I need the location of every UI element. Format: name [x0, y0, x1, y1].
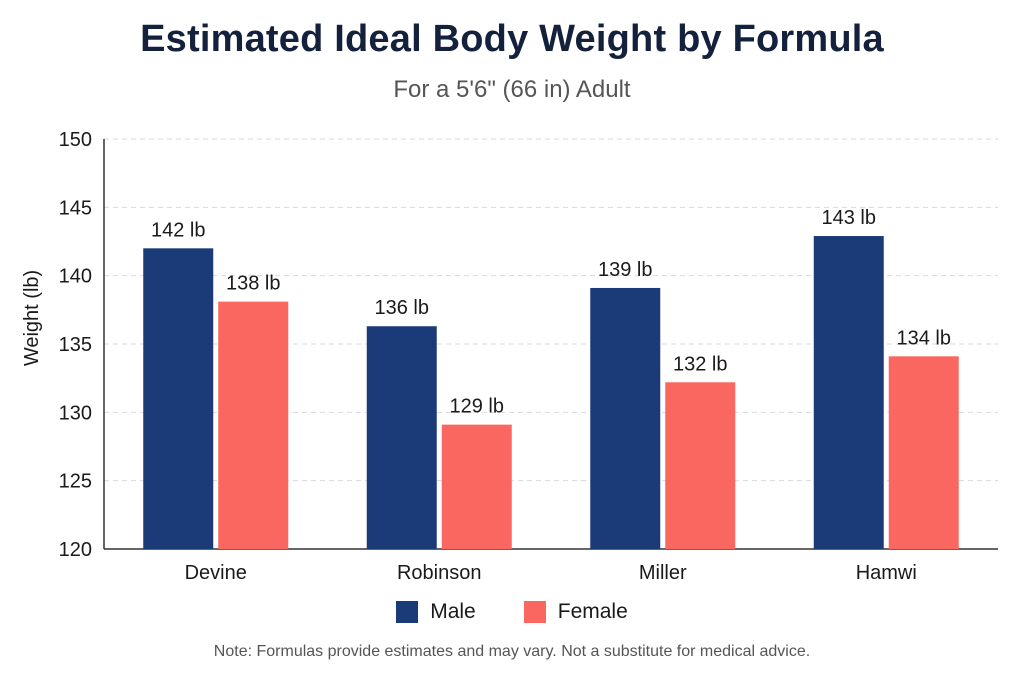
- y-tick-label: 135: [59, 334, 92, 356]
- data-label: 132 lb: [673, 353, 728, 375]
- data-label: 139 lb: [598, 259, 653, 281]
- x-tick-label: Robinson: [397, 562, 482, 584]
- y-axis-label: Weight (lb): [21, 270, 43, 366]
- bar-female-robinson: [441, 424, 512, 549]
- data-label: 129 lb: [450, 396, 505, 418]
- chart-subtitle: For a 5'6" (66 in) Adult: [393, 76, 631, 103]
- legend-label-male: Male: [430, 600, 476, 623]
- footnote: Note: Formulas provide estimates and may…: [213, 643, 811, 660]
- x-tick-label: Hamwi: [856, 562, 917, 584]
- bar-male-robinson: [366, 326, 437, 549]
- x-tick-label: Devine: [185, 562, 247, 584]
- data-label: 143 lb: [822, 207, 877, 229]
- axes: 120 125 130 135 140 145 150 Devine Robinson Mille…: [59, 129, 998, 584]
- legend: Male Female: [0, 600, 1024, 624]
- data-label: 138 lb: [226, 273, 281, 295]
- y-tick-label: 140: [59, 266, 92, 288]
- chart-title: Estimated Ideal Body Weight by Formula: [140, 18, 884, 60]
- legend-item-male: Male: [396, 600, 476, 624]
- legend-label-female: Female: [557, 600, 628, 623]
- data-labels: 142 lb 138 lb 136 lb 129 lb 139 lb 132 lb 143 …: [151, 207, 951, 418]
- data-label: 134 lb: [897, 327, 952, 349]
- bar-male-devine: [143, 248, 214, 550]
- bar-male-hamwi: [813, 236, 884, 550]
- x-tick-label: Miller: [639, 562, 687, 584]
- legend-swatch-female: [523, 601, 546, 623]
- y-tick-label: 130: [59, 402, 92, 424]
- bar-female-miller: [665, 382, 736, 549]
- legend-item-female: Female: [523, 600, 628, 624]
- bar-male-miller: [590, 287, 661, 549]
- bars: [143, 236, 959, 550]
- data-label: 142 lb: [151, 219, 206, 241]
- y-tick-label: 125: [59, 471, 92, 493]
- bar-female-hamwi: [888, 356, 959, 549]
- y-tick-label: 120: [59, 539, 92, 561]
- y-tick-label: 145: [59, 197, 92, 219]
- data-label: 136 lb: [375, 297, 430, 319]
- y-tick-label: 150: [59, 129, 92, 151]
- legend-swatch-male: [396, 601, 419, 623]
- bar-female-devine: [218, 301, 289, 549]
